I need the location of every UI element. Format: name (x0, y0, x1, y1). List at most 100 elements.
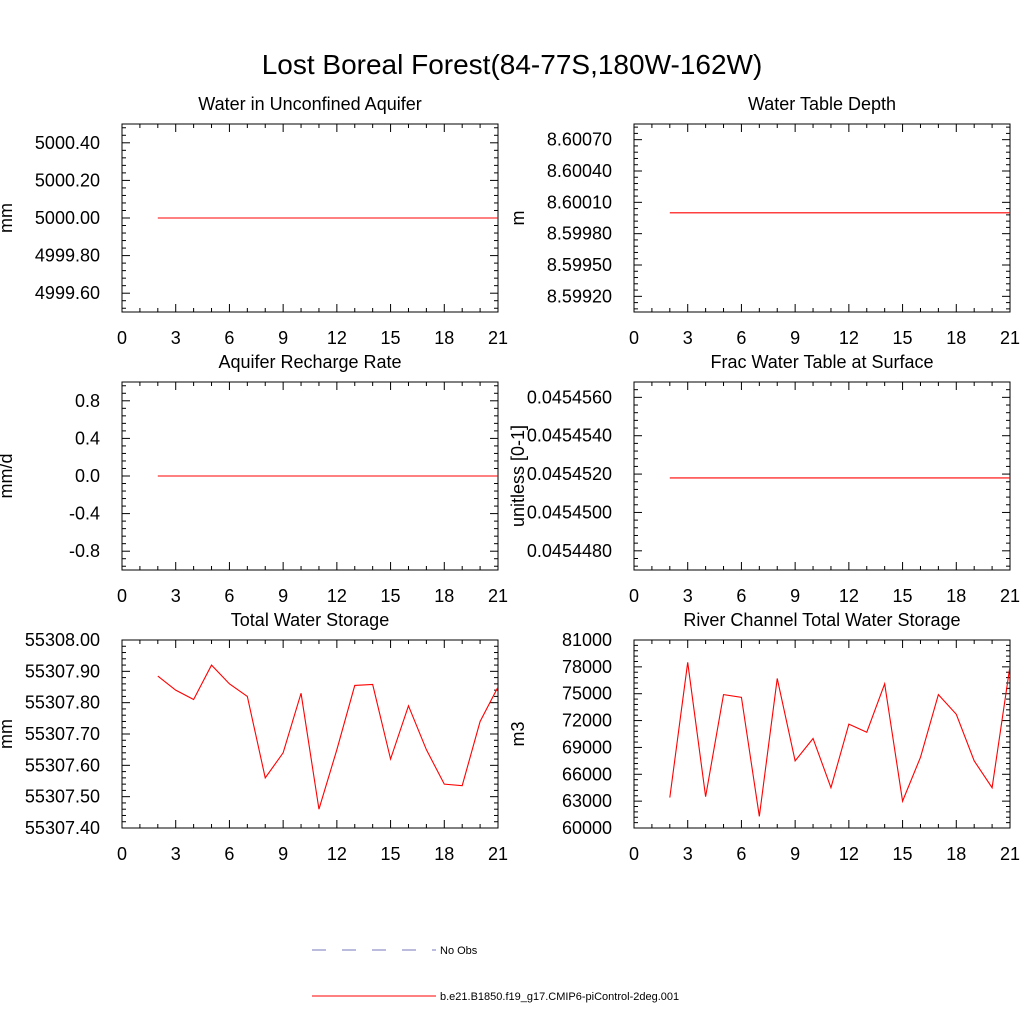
x-tick-label: 9 (790, 844, 800, 864)
y-tick-label: 0.4 (75, 428, 100, 448)
x-tick-label: 9 (790, 328, 800, 348)
x-tick-label: 21 (488, 586, 508, 606)
panel-title: River Channel Total Water Storage (683, 610, 960, 630)
x-tick-label: 12 (839, 844, 859, 864)
panel-title: Frac Water Table at Surface (710, 352, 933, 372)
y-tick-label: 55307.50 (25, 787, 100, 807)
y-tick-label: 4999.60 (35, 283, 100, 303)
legend-label: No Obs (440, 945, 478, 957)
y-tick-label: -0.8 (69, 541, 100, 561)
y-tick-label: 8.59950 (547, 255, 612, 275)
y-tick-label: -0.4 (69, 504, 100, 524)
y-tick-label: 55307.40 (25, 818, 100, 838)
y-axis-label: mm (0, 203, 16, 233)
y-tick-label: 81000 (562, 630, 612, 650)
y-tick-label: 4999.80 (35, 246, 100, 266)
legend: No Obs b.e21.B1850.f19_g17.CMIP6-piContro… (312, 945, 679, 1003)
x-tick-label: 15 (893, 586, 913, 606)
x-tick-label: 0 (629, 586, 639, 606)
y-tick-label: 0.0 (75, 466, 100, 486)
x-tick-label: 12 (327, 586, 347, 606)
panel-title: Total Water Storage (231, 610, 389, 630)
x-tick-label: 12 (839, 328, 859, 348)
x-tick-label: 21 (1000, 844, 1020, 864)
y-tick-label: 8.60010 (547, 192, 612, 212)
y-tick-label: 55307.90 (25, 661, 100, 681)
y-axis-label: unitless [0-1] (508, 425, 528, 527)
y-tick-label: 0.8 (75, 391, 100, 411)
y-axis-label: mm (0, 719, 16, 749)
x-tick-label: 12 (839, 586, 859, 606)
figure-title: Lost Boreal Forest(84-77S,180W-162W) (262, 49, 763, 80)
x-tick-label: 6 (224, 328, 234, 348)
legend-item-model: b.e21.B1850.f19_g17.CMIP6-piControl-2deg… (312, 991, 679, 1003)
x-tick-label: 15 (381, 328, 401, 348)
x-tick-label: 12 (327, 844, 347, 864)
y-tick-label: 0.0454520 (527, 464, 612, 484)
y-tick-label: 0.0454540 (527, 426, 612, 446)
x-tick-label: 21 (488, 328, 508, 348)
x-tick-label: 15 (381, 844, 401, 864)
y-tick-label: 8.60070 (547, 130, 612, 150)
y-tick-label: 55308.00 (25, 630, 100, 650)
plot-frame (121, 639, 499, 829)
x-tick-label: 15 (893, 328, 913, 348)
plot-frame (633, 639, 1011, 829)
x-tick-label: 21 (1000, 586, 1020, 606)
x-tick-label: 21 (1000, 328, 1020, 348)
x-tick-label: 15 (381, 586, 401, 606)
legend-item-obs: No Obs (312, 945, 478, 957)
panel-total-water-storage: Total Water Storage 0 3 6 9 12 15 18 21 55308.00 5… (0, 610, 508, 864)
plot-frame (633, 123, 1011, 313)
y-tick-label: 0.0454500 (527, 502, 612, 522)
panel-aquifer-recharge-rate: Aquifer Recharge Rate 0 3 6 9 12 15 18 21 0.8 0.4 0… (0, 352, 508, 606)
x-tick-label: 0 (629, 328, 639, 348)
y-axis-label: mm/d (0, 454, 16, 499)
x-tick-label: 3 (171, 844, 181, 864)
panel-grid: Water in Unconfined Aquifer 0 3 6 9 12 15 18 21 5… (0, 94, 1020, 864)
x-tick-label: 18 (946, 844, 966, 864)
x-tick-label: 0 (117, 586, 127, 606)
y-tick-label: 78000 (562, 657, 612, 677)
y-tick-label: 55307.80 (25, 693, 100, 713)
series-line (669, 662, 1010, 817)
x-tick-label: 12 (327, 328, 347, 348)
x-tick-label: 18 (434, 328, 454, 348)
x-tick-label: 6 (736, 328, 746, 348)
panel-frac-water-table-at-surface: Frac Water Table at Surface 0 3 6 9 12 15 18 21 0… (508, 352, 1020, 606)
y-tick-label: 55307.70 (25, 724, 100, 744)
panel-title: Water Table Depth (748, 94, 896, 114)
x-tick-label: 0 (117, 328, 127, 348)
x-tick-label: 0 (629, 844, 639, 864)
x-tick-label: 18 (434, 844, 454, 864)
legend-label: b.e21.B1850.f19_g17.CMIP6-piControl-2deg… (440, 991, 679, 1003)
y-tick-label: 66000 (562, 764, 612, 784)
panel-water-in-unconfined-aquifer: Water in Unconfined Aquifer 0 3 6 9 12 15 18 21 5… (0, 94, 508, 348)
x-tick-label: 3 (171, 586, 181, 606)
x-tick-label: 9 (790, 586, 800, 606)
panel-water-table-depth: Water Table Depth 0 3 6 9 12 15 18 21 8.60070 8.60… (508, 94, 1020, 348)
x-tick-label: 18 (434, 586, 454, 606)
x-tick-label: 9 (278, 844, 288, 864)
y-tick-label: 8.59920 (547, 286, 612, 306)
x-tick-label: 3 (171, 328, 181, 348)
x-tick-label: 6 (224, 844, 234, 864)
y-axis-label: m (508, 211, 528, 226)
x-tick-label: 6 (224, 586, 234, 606)
y-tick-label: 5000.00 (35, 208, 100, 228)
y-tick-label: 0.0454560 (527, 387, 612, 407)
y-tick-label: 8.59980 (547, 224, 612, 244)
x-tick-label: 18 (946, 586, 966, 606)
x-tick-label: 3 (683, 844, 693, 864)
panel-title: Aquifer Recharge Rate (218, 352, 401, 372)
y-tick-label: 72000 (562, 711, 612, 731)
y-axis-label: m3 (508, 721, 528, 746)
y-tick-label: 63000 (562, 791, 612, 811)
x-tick-label: 0 (117, 844, 127, 864)
y-tick-label: 60000 (562, 818, 612, 838)
x-tick-label: 18 (946, 328, 966, 348)
y-tick-label: 5000.40 (35, 133, 100, 153)
y-tick-label: 69000 (562, 737, 612, 757)
plot-frame (633, 381, 1011, 571)
